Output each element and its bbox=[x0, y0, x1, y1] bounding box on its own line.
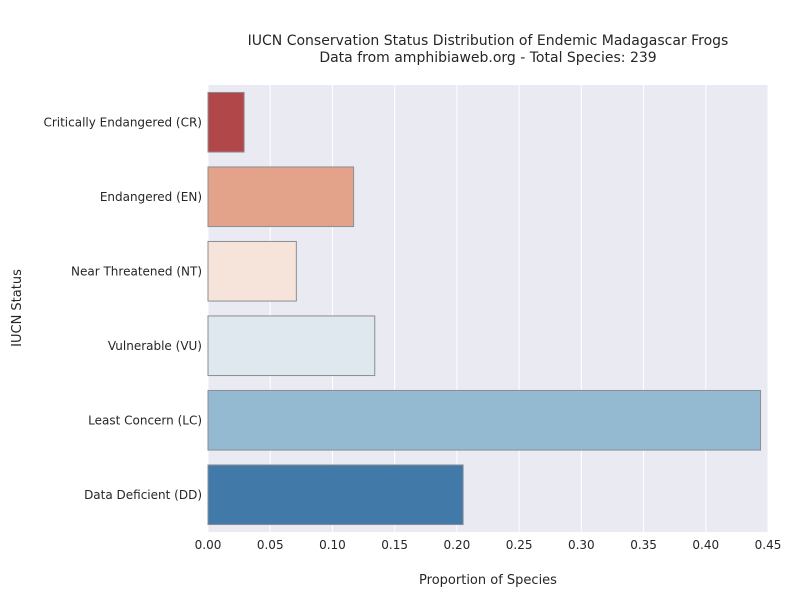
bar bbox=[207, 91, 245, 153]
x-tick-label: 0.00 bbox=[195, 538, 222, 552]
x-tick-label: 0.45 bbox=[755, 538, 782, 552]
y-tick-label: Critically Endangered (CR) bbox=[43, 115, 202, 129]
y-tick-label: Endangered (EN) bbox=[100, 190, 202, 204]
x-tick-label: 0.05 bbox=[257, 538, 284, 552]
chart-title: IUCN Conservation Status Distribution of… bbox=[248, 33, 729, 49]
bar bbox=[207, 315, 376, 377]
chart-subtitle: Data from amphibiaweb.org - Total Specie… bbox=[319, 50, 656, 66]
x-tick-label: 0.10 bbox=[319, 538, 346, 552]
bar bbox=[207, 464, 464, 526]
y-tick-label: Least Concern (LC) bbox=[88, 413, 202, 427]
x-tick-label: 0.20 bbox=[444, 538, 471, 552]
x-tick-label: 0.30 bbox=[568, 538, 595, 552]
y-tick-labels: Critically Endangered (CR) Endangered (EN… bbox=[43, 115, 202, 502]
x-tick-label: 0.35 bbox=[630, 538, 657, 552]
bar bbox=[207, 240, 297, 302]
y-tick-label: Near Threatened (NT) bbox=[71, 264, 202, 278]
x-tick-labels: 0.00 0.05 0.10 0.15 0.20 0.25 0.30 0.35 0.40 0.45 bbox=[195, 538, 782, 552]
plot-area bbox=[208, 85, 768, 532]
x-axis-label: Proportion of Species bbox=[419, 573, 557, 588]
grid-lines bbox=[207, 85, 769, 532]
x-tick-label: 0.15 bbox=[381, 538, 408, 552]
bar bbox=[207, 166, 355, 228]
bars bbox=[207, 91, 762, 526]
y-tick-label: Vulnerable (VU) bbox=[108, 339, 202, 353]
y-tick-label: Data Deficient (DD) bbox=[84, 488, 202, 502]
bar bbox=[207, 389, 762, 451]
x-tick-label: 0.40 bbox=[692, 538, 719, 552]
y-axis-label: IUCN Status bbox=[10, 269, 25, 347]
x-tick-label: 0.25 bbox=[506, 538, 533, 552]
